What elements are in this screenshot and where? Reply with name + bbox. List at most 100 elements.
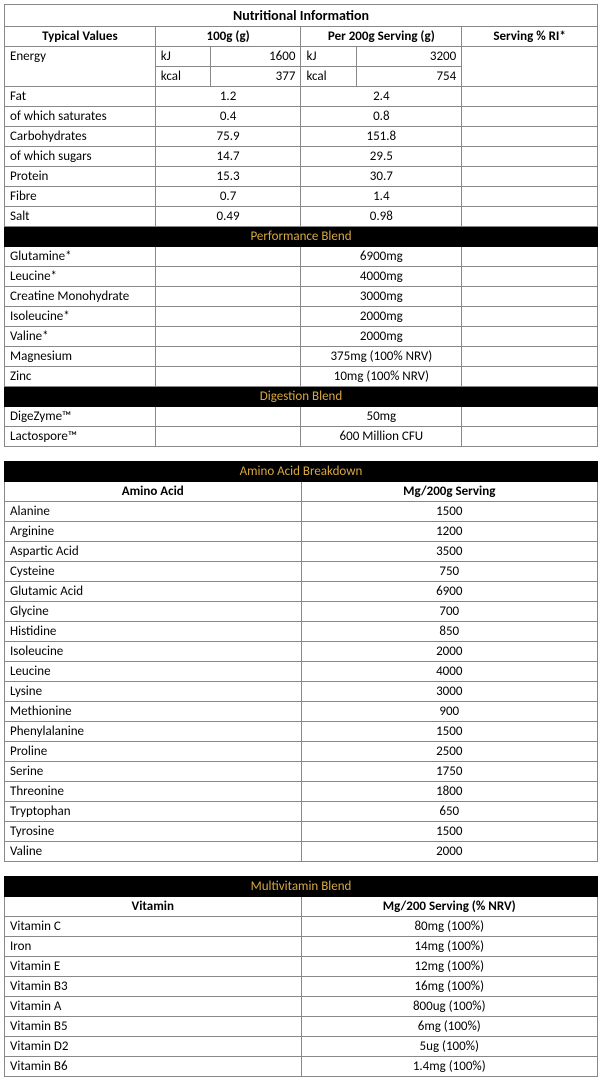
blend-ri [462,427,598,447]
row-label: Tyrosine [5,822,302,842]
basic-100: 1.2 [155,87,301,107]
blend-label: Valine* [5,327,156,347]
row-val: 4000 [301,662,598,682]
row-val: 12mg (100%) [301,957,598,977]
blend-label: Creatine Monohydrate [5,287,156,307]
blend-empty [155,307,301,327]
row-label: Phenylalanine [5,722,302,742]
multi-col2: Mg/200 Serving (% NRV) [301,897,598,917]
blend-ri [462,267,598,287]
blend-val: 6900mg [301,247,462,267]
energy-kj-label-1: kJ [155,47,210,67]
blend-label: DigeZyme™ [5,407,156,427]
basic-label: Carbohydrates [5,127,156,147]
blend-label: Zinc [5,367,156,387]
amino-col2: Mg/200g Serving [301,482,598,502]
row-val: 16mg (100%) [301,977,598,997]
row-label: Vitamin C [5,917,302,937]
basic-label: of which sugars [5,147,156,167]
blend-val: 3000mg [301,287,462,307]
blend-empty [155,407,301,427]
multi-table: Multivitamin Blend Vitamin Mg/200 Servin… [4,876,598,1077]
row-val: 1.4mg (100%) [301,1057,598,1077]
basic-label: Salt [5,207,156,227]
basic-100: 0.7 [155,187,301,207]
row-label: Vitamin B6 [5,1057,302,1077]
row-val: 2000 [301,842,598,862]
row-label: Methionine [5,702,302,722]
row-label: Lysine [5,682,302,702]
basic-200: 29.5 [301,147,462,167]
basic-label: Fibre [5,187,156,207]
basic-100: 75.9 [155,127,301,147]
basic-ri [462,87,598,107]
blend-ri [462,327,598,347]
basic-label: of which saturates [5,107,156,127]
blend-empty [155,347,301,367]
amino-table: Amino Acid Breakdown Amino Acid Mg/200g … [4,461,598,862]
energy-kj-100: 1600 [211,47,301,67]
energy-kcal-100: 377 [211,67,301,87]
basic-ri [462,167,598,187]
row-val: 700 [301,602,598,622]
row-label: Histidine [5,622,302,642]
basic-200: 1.4 [301,187,462,207]
blend-val: 2000mg [301,307,462,327]
row-val: 750 [301,562,598,582]
multi-col1: Vitamin [5,897,302,917]
basic-ri [462,187,598,207]
row-val: 1500 [301,722,598,742]
blend-val: 2000mg [301,327,462,347]
row-val: 900 [301,702,598,722]
row-label: Vitamin D2 [5,1037,302,1057]
row-label: Glutamic Acid [5,582,302,602]
row-label: Alanine [5,502,302,522]
row-label: Cysteine [5,562,302,582]
blend-ri [462,307,598,327]
row-val: 80mg (100%) [301,917,598,937]
header-100g: 100g (g) [155,27,301,47]
blend-empty [155,427,301,447]
basic-label: Fat [5,87,156,107]
row-label: Vitamin B5 [5,1017,302,1037]
row-val: 1500 [301,502,598,522]
row-val: 1500 [301,822,598,842]
row-val: 2500 [301,742,598,762]
row-val: 800ug (100%) [301,997,598,1017]
blend-label: Leucine* [5,267,156,287]
row-label: Vitamin B3 [5,977,302,997]
amino-title: Amino Acid Breakdown [5,462,598,482]
row-val: 6mg (100%) [301,1017,598,1037]
row-label: Aspartic Acid [5,542,302,562]
header-ri: Serving % RI* [462,27,598,47]
basic-200: 0.8 [301,107,462,127]
digest-title: Digestion Blend [5,387,598,407]
blend-val: 375mg (100% NRV) [301,347,462,367]
basic-ri [462,127,598,147]
basic-200: 151.8 [301,127,462,147]
blend-label: Isoleucine* [5,307,156,327]
row-label: Threonine [5,782,302,802]
row-val: 1800 [301,782,598,802]
row-label: Tryptophan [5,802,302,822]
row-val: 5ug (100%) [301,1037,598,1057]
row-val: 6900 [301,582,598,602]
row-label: Valine [5,842,302,862]
row-val: 650 [301,802,598,822]
header-typical: Typical Values [5,27,156,47]
blend-ri [462,347,598,367]
basic-ri [462,207,598,227]
basic-ri [462,107,598,127]
energy-kj-200: 3200 [356,47,462,67]
blend-ri [462,247,598,267]
row-label: Iron [5,937,302,957]
row-label: Vitamin E [5,957,302,977]
row-label: Arginine [5,522,302,542]
row-val: 850 [301,622,598,642]
energy-ri [462,47,598,87]
blend-val: 10mg (100% NRV) [301,367,462,387]
blend-ri [462,407,598,427]
energy-kj-label-2: kJ [301,47,356,67]
blend-ri [462,287,598,307]
row-label: Glycine [5,602,302,622]
